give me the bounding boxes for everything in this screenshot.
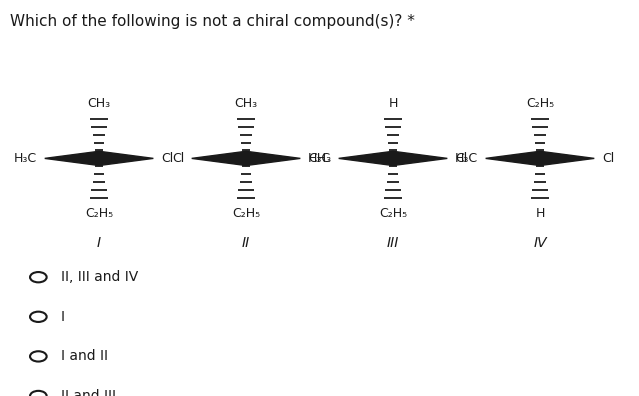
Text: C₂H₅: C₂H₅ xyxy=(379,207,407,220)
Text: C₂H₅: C₂H₅ xyxy=(526,97,554,110)
Text: Cl: Cl xyxy=(161,152,173,165)
Text: H₃C: H₃C xyxy=(455,152,478,165)
Text: II and III: II and III xyxy=(61,389,116,396)
Text: H: H xyxy=(535,207,544,220)
Text: H: H xyxy=(389,97,397,110)
Polygon shape xyxy=(192,151,246,166)
Text: II: II xyxy=(242,236,250,249)
Polygon shape xyxy=(246,151,300,166)
Polygon shape xyxy=(45,151,99,166)
Text: IV: IV xyxy=(533,236,547,249)
Text: I: I xyxy=(61,310,65,324)
Text: Cl: Cl xyxy=(602,152,614,165)
Polygon shape xyxy=(393,151,447,166)
Text: CH₃: CH₃ xyxy=(235,97,258,110)
Text: Cl: Cl xyxy=(172,152,184,165)
Text: C₂H₅: C₂H₅ xyxy=(85,207,113,220)
Polygon shape xyxy=(99,151,153,166)
Text: C₂H₅: C₂H₅ xyxy=(232,207,260,220)
Text: Which of the following is not a chiral compound(s)? *: Which of the following is not a chiral c… xyxy=(10,14,415,29)
Text: CH₃: CH₃ xyxy=(88,97,111,110)
Text: H₃C: H₃C xyxy=(308,152,331,165)
Text: III: III xyxy=(387,236,399,249)
Text: I: I xyxy=(97,236,101,249)
Text: H₃C: H₃C xyxy=(14,152,37,165)
Text: Cl: Cl xyxy=(455,152,467,165)
Text: I and II: I and II xyxy=(61,349,108,364)
Text: II, III and IV: II, III and IV xyxy=(61,270,138,284)
Polygon shape xyxy=(339,151,393,166)
Polygon shape xyxy=(540,151,594,166)
Text: CH₃: CH₃ xyxy=(308,152,331,165)
Polygon shape xyxy=(486,151,540,166)
